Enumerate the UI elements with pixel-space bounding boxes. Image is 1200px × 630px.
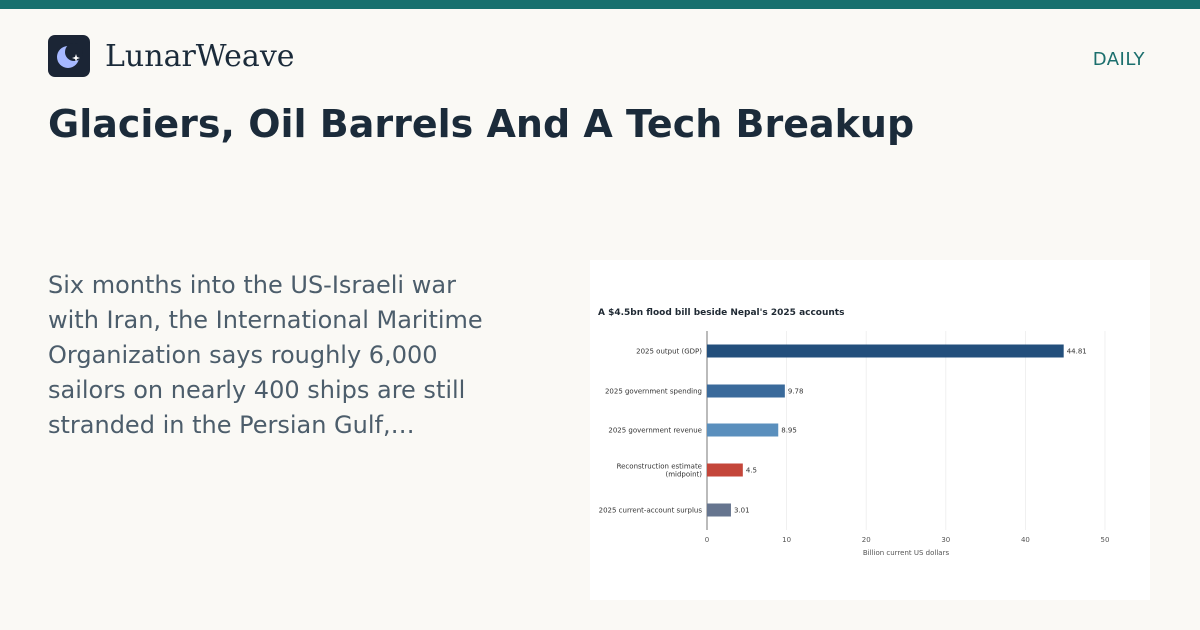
x-tick-label: 30 [941,536,950,544]
bar-value-label: 4.5 [746,467,757,475]
category-label: 2025 government revenue [608,427,702,435]
x-axis-label: Billion current US dollars [863,549,950,557]
x-axis-ticks: 0 10 20 30 40 50 [705,536,1110,544]
bar [707,463,743,477]
bar-value-label: 9.78 [788,388,804,396]
x-tick-label: 50 [1101,536,1110,544]
category-label: 2025 government spending [605,388,702,396]
crescent-moon-star-icon [48,35,90,77]
bar [707,503,731,517]
headline: Glaciers, Oil Barrels And A Tech Breakup [48,102,915,146]
category-label-line: 2025 government revenue [608,427,702,435]
bar [707,344,1064,358]
bar-value-label: 44.81 [1067,348,1087,356]
chart-gridlines [786,331,1106,530]
x-tick-label: 20 [862,536,871,544]
bar [707,423,779,437]
bar-chart: A $4.5bn flood bill beside Nepal's 2025 … [598,308,1110,557]
category-label: 2025 current-account surplus [599,507,703,515]
bar-value-label: 3.01 [734,507,750,515]
category-label-line: Reconstruction estimate [617,463,702,471]
category-label-line: 2025 output (GDP) [636,348,702,356]
accent-top-bar [0,0,1200,9]
category-label-line: 2025 current-account surplus [599,507,703,515]
article-summary: Six months into the US-Israeli war with … [48,271,483,439]
brand-name: LunarWeave [105,38,295,74]
bar [707,384,785,398]
chart-card: A $4.5bn flood bill beside Nepal's 2025 … [590,260,1150,600]
chart-bars: 44.81 2025 output (GDP) 9.78 2025 governmen… [599,344,1087,517]
bar-value-label: 8.95 [781,427,797,435]
section-label[interactable]: DAILY [1092,49,1145,70]
category-label-line: 2025 government spending [605,388,702,396]
category-label: 2025 output (GDP) [636,348,702,356]
brand[interactable]: LunarWeave [48,35,295,77]
x-tick-label: 0 [705,536,709,544]
category-label-line: (midpoint) [665,471,702,479]
x-tick-label: 10 [782,536,791,544]
x-tick-label: 40 [1021,536,1030,544]
category-label: Reconstruction estimate (midpoint) [617,463,703,479]
chart-title: A $4.5bn flood bill beside Nepal's 2025 … [598,308,844,318]
